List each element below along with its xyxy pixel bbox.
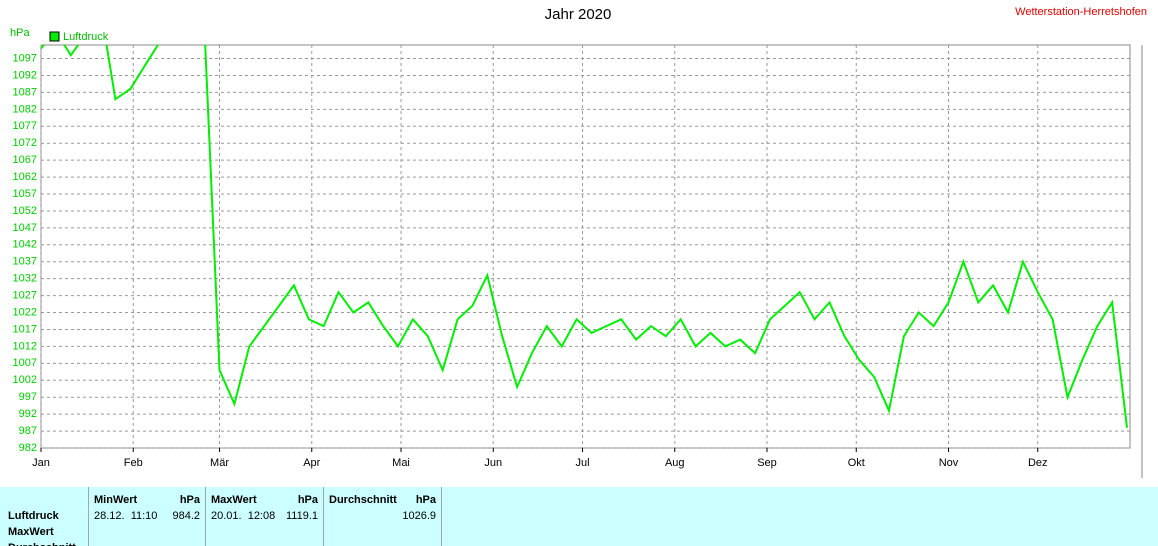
- column-unit: hPa: [297, 494, 318, 506]
- data-line: [41, 45, 1128, 428]
- column-unit: hPa: [179, 494, 200, 506]
- x-tick-label: Nov: [939, 457, 959, 469]
- y-tick-label: 1012: [13, 340, 37, 352]
- y-tick-label: 1022: [13, 306, 37, 318]
- y-tick-label: 1032: [13, 273, 37, 285]
- y-tick-label: 987: [19, 425, 37, 437]
- y-tick-label: 1067: [13, 154, 37, 166]
- summary-panel: Luftdruck MaxWert Durchschnitt MinWert hPa 28…: [0, 487, 1158, 546]
- row-label: Luftdruck: [8, 510, 59, 522]
- y-tick-label: 1017: [13, 323, 37, 335]
- y-axis-label: hPa: [10, 27, 30, 39]
- column-header: MaxWert: [211, 494, 257, 506]
- cell: 28.12. 11:10: [94, 510, 158, 522]
- y-tick-label: 1072: [13, 137, 37, 149]
- cell: 20.01. 12:08: [211, 510, 276, 522]
- plot-area: [40, 44, 1131, 449]
- x-tick-label: Jul: [575, 457, 589, 469]
- y-tick-label: 997: [19, 391, 37, 403]
- y-tick-label: 1077: [13, 120, 37, 132]
- y-tick-label: 1002: [13, 374, 37, 386]
- x-tick-label: Dez: [1028, 457, 1048, 469]
- station-name: Wetterstation-Herretshofen: [1015, 6, 1147, 18]
- x-tick-label: Okt: [848, 457, 865, 469]
- x-tick-label: Jun: [484, 457, 502, 469]
- legend-label: Luftdruck: [63, 31, 109, 43]
- x-tick-label: Apr: [303, 457, 320, 469]
- y-tick-label: 1037: [13, 256, 37, 268]
- y-tick-label: 1007: [13, 357, 37, 369]
- x-tick-label: Mai: [392, 457, 410, 469]
- column-unit: hPa: [415, 494, 436, 506]
- y-tick-label: 1092: [13, 69, 37, 81]
- column-separator: [441, 487, 442, 546]
- y-tick-label: 1057: [13, 188, 37, 200]
- y-tick-label: 1042: [13, 239, 37, 251]
- x-tick-label: Aug: [665, 457, 685, 469]
- column-header: Durchschnitt: [329, 494, 397, 506]
- y-tick-label: 1082: [13, 103, 37, 115]
- plot-lines: [41, 45, 1128, 428]
- chart-title: Jahr 2020: [545, 6, 612, 23]
- x-tick-label: Mär: [210, 457, 229, 469]
- cell: 1119.1: [285, 510, 318, 522]
- y-tick-label: 992: [19, 408, 37, 420]
- x-tick-label: Jan: [32, 457, 50, 469]
- column-separator: [88, 487, 89, 546]
- column-header: MinWert: [94, 494, 138, 506]
- y-tick-label: 1087: [13, 86, 37, 98]
- cell: 1026.9: [402, 510, 436, 522]
- column-separator: [323, 487, 324, 546]
- y-tick-label: 1052: [13, 205, 37, 217]
- column-separator: [205, 487, 206, 546]
- legend-swatch: [49, 31, 60, 42]
- y-tick-label: 982: [19, 442, 37, 454]
- x-tick-label: Feb: [124, 457, 143, 469]
- row-label: MaxWert: [8, 526, 54, 538]
- y-tick-label: 1027: [13, 290, 37, 302]
- x-tick-label: Sep: [757, 457, 777, 469]
- y-tick-label: 1097: [13, 52, 37, 64]
- cell: 984.2: [172, 510, 200, 522]
- row-label: Durchschnitt: [8, 542, 76, 546]
- y-tick-label: 1062: [13, 171, 37, 183]
- chart: Jahr 2020 Wetterstation-Herretshofen hPa…: [10, 6, 1147, 478]
- y-tick-label: 1047: [13, 222, 37, 234]
